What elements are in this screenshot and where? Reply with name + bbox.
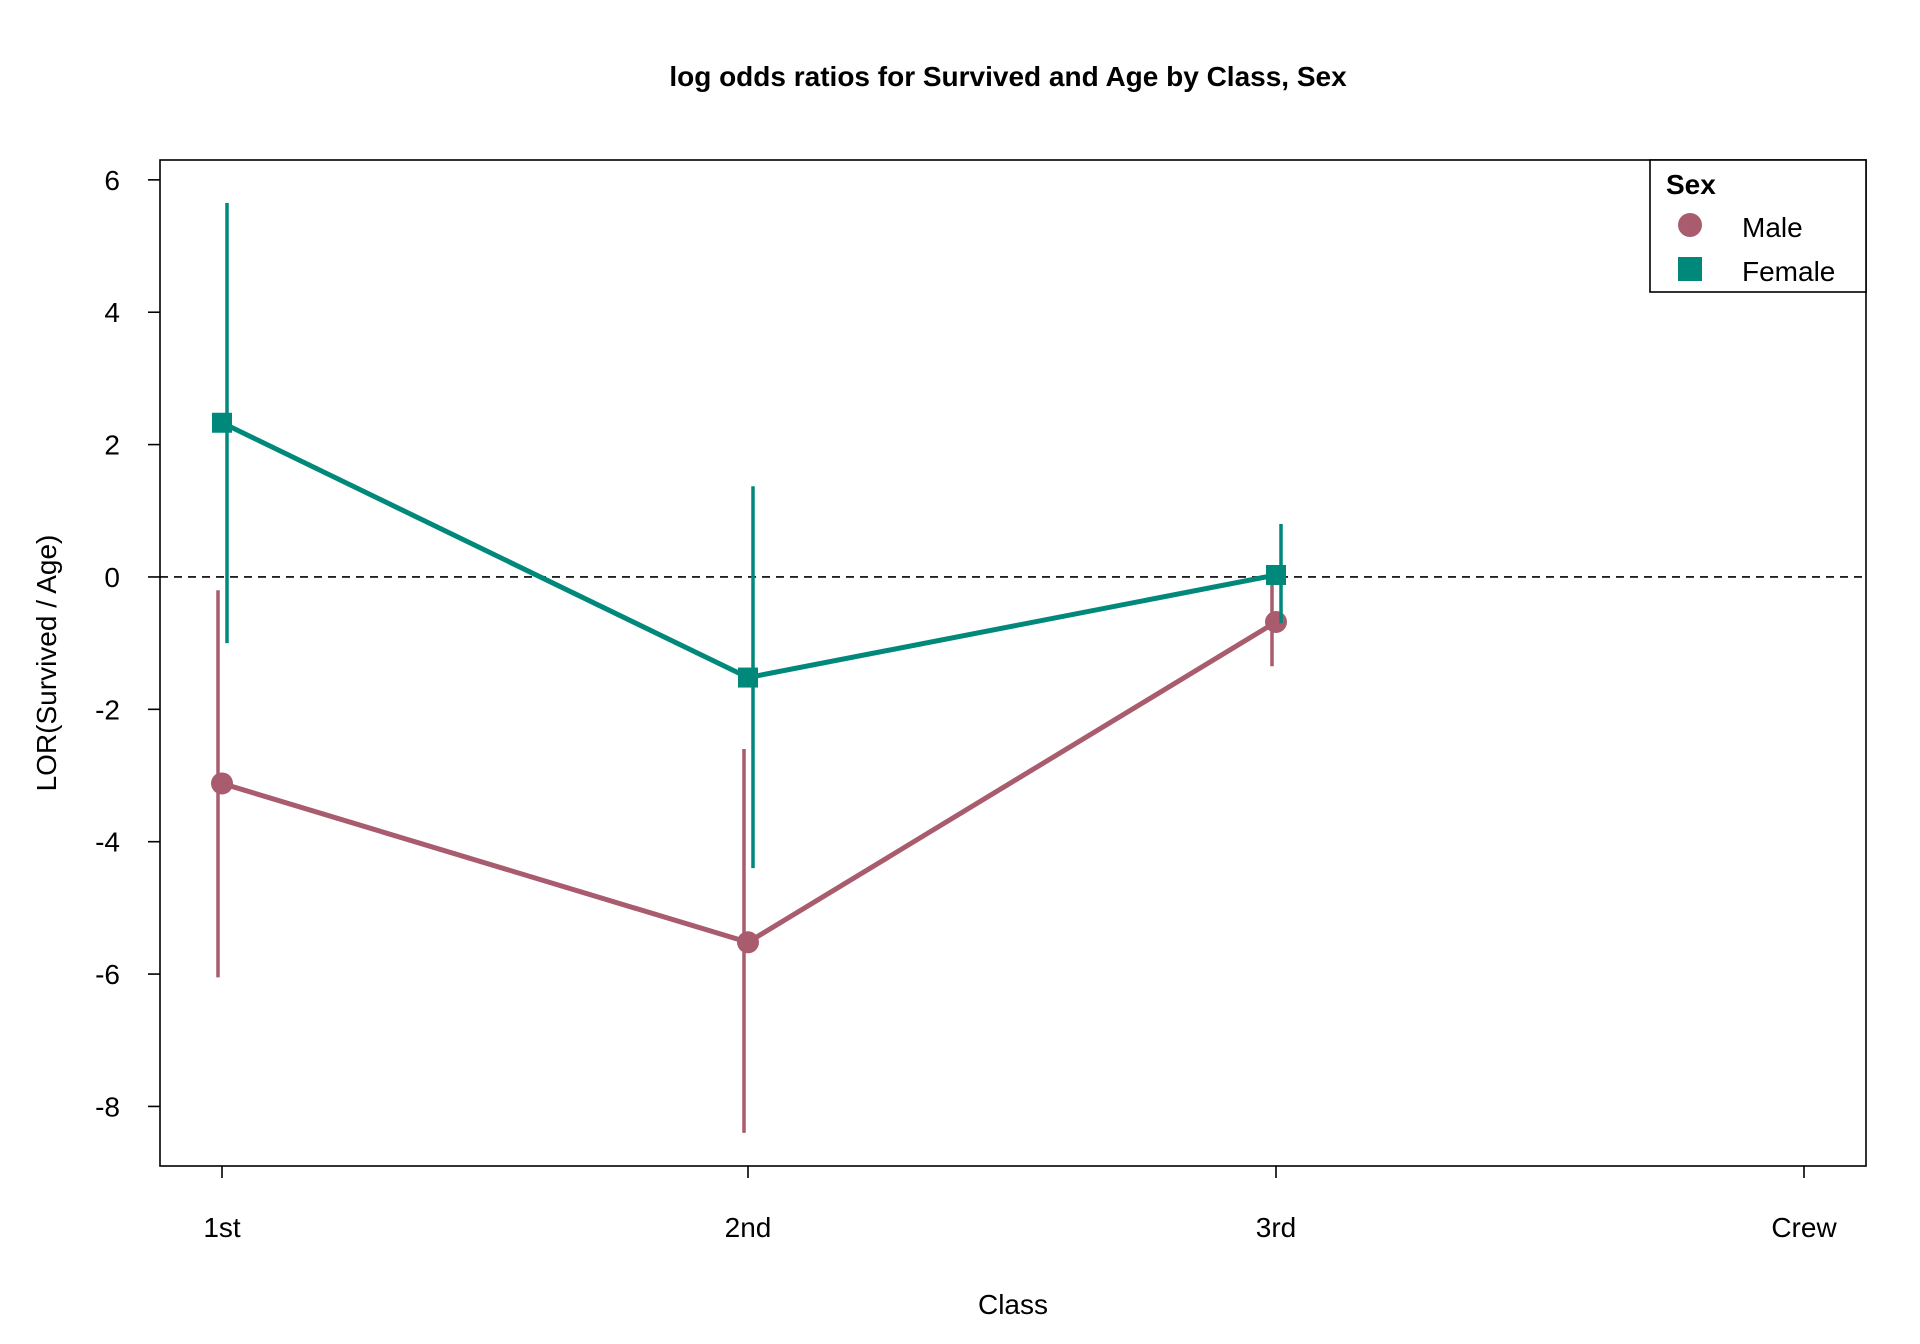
y-tick-label: 0	[104, 562, 120, 593]
series-female	[212, 203, 1286, 869]
data-point-male	[211, 772, 233, 795]
legend-title: Sex	[1666, 169, 1716, 200]
legend-label-male: Male	[1742, 212, 1803, 243]
legend-marker-male	[1678, 213, 1702, 237]
data-point-female	[212, 412, 232, 433]
data-point-male	[1265, 610, 1287, 633]
y-tick-label: -6	[95, 959, 120, 990]
x-axis-label: Class	[978, 1289, 1048, 1320]
y-tick-label: 2	[104, 430, 120, 461]
legend: Sex Male Female	[1649, 159, 1867, 293]
y-tick-label: 4	[104, 297, 120, 328]
y-axis-label: LOR(Survived / Age)	[31, 535, 62, 792]
series-male	[211, 576, 1287, 1133]
y-tick-label: 6	[104, 165, 120, 196]
legend-label-female: Female	[1742, 256, 1835, 287]
series-line-female	[220, 420, 1277, 681]
data-point-male	[737, 931, 759, 954]
data-point-female	[1266, 564, 1286, 585]
x-tick-label: 1st	[203, 1212, 241, 1243]
x-tick-label: Crew	[1771, 1212, 1837, 1243]
legend-marker-female	[1678, 257, 1702, 281]
y-tick-label: -4	[95, 827, 120, 858]
x-tick-label: 3rd	[1256, 1212, 1296, 1243]
series-layer	[211, 203, 1287, 1133]
x-tick-label: 2nd	[725, 1212, 772, 1243]
y-tick-label: -8	[95, 1091, 120, 1122]
y-tick-label: -2	[95, 694, 120, 725]
data-point-female	[738, 667, 758, 688]
x-axis: 1st 2nd 3rd Crew	[203, 1166, 1837, 1243]
chart-title: log odds ratios for Survived and Age by …	[669, 61, 1347, 92]
y-axis: 6 4 2 0 -2 -4 -6 -8	[95, 165, 160, 1122]
plot-area	[159, 159, 1867, 1167]
